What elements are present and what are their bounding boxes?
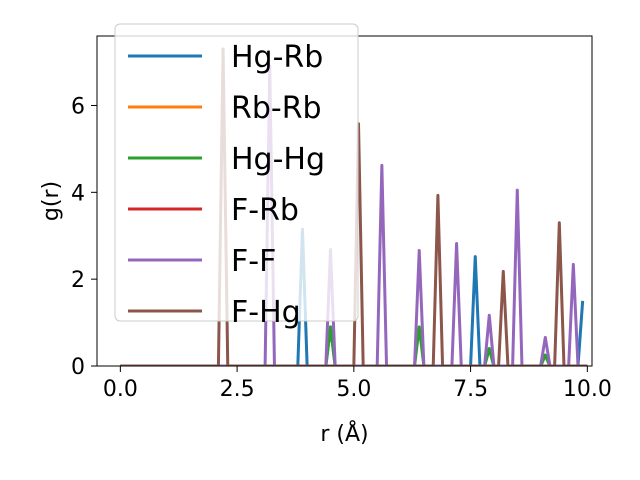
x-axis-label: r (Å) — [320, 420, 368, 447]
y-tick-label: 0 — [71, 355, 85, 380]
x-tick-label: 10.0 — [563, 377, 612, 402]
x-tick-label: 5.0 — [336, 377, 371, 402]
y-tick-label: 6 — [71, 94, 85, 119]
legend-box — [114, 23, 359, 322]
legend-label-f-hg: F-Hg — [231, 295, 301, 330]
y-axis-label: g(r) — [39, 181, 64, 221]
legend: Hg-Rb Rb-Rb Hg-Hg F-Rb F-F F-Hg — [114, 23, 359, 330]
series-line-hg-rb — [120, 227, 585, 366]
y-tick-label: 2 — [71, 268, 85, 293]
legend-label-f-f: F-F — [231, 244, 276, 279]
legend-label-rb-rb: Rb-Rb — [231, 91, 322, 126]
series-line-hg-hg — [120, 325, 588, 366]
y-axis: 0 2 4 6 — [71, 94, 97, 380]
y-tick-label: 4 — [71, 181, 85, 206]
x-tick-label: 7.5 — [453, 377, 488, 402]
x-axis: 0.0 2.5 5.0 7.5 10.0 — [103, 366, 612, 402]
legend-label-f-rb: F-Rb — [231, 193, 299, 228]
x-tick-label: 2.5 — [220, 377, 255, 402]
legend-label-hg-rb: Hg-Rb — [231, 40, 323, 75]
legend-label-hg-hg: Hg-Hg — [231, 142, 325, 177]
x-tick-label: 0.0 — [103, 377, 138, 402]
